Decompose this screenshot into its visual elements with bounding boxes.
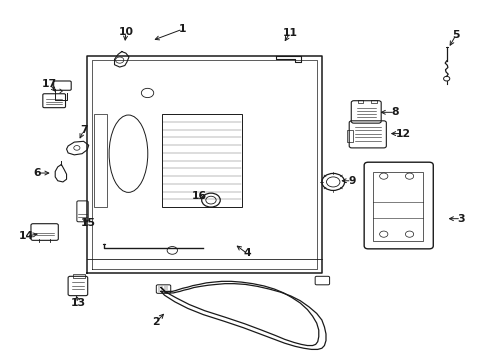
Bar <box>94 114 106 207</box>
Text: 1: 1 <box>179 24 186 34</box>
Text: 4: 4 <box>243 248 250 258</box>
Text: 13: 13 <box>71 298 86 308</box>
Bar <box>162 114 242 207</box>
Text: 16: 16 <box>191 191 206 201</box>
Text: 14: 14 <box>19 231 34 241</box>
Text: 17: 17 <box>42 79 57 89</box>
Bar <box>357 100 363 103</box>
Text: 6: 6 <box>33 168 41 178</box>
Text: 7: 7 <box>80 126 87 135</box>
Bar <box>73 274 84 278</box>
Text: 2: 2 <box>152 317 159 327</box>
Text: 8: 8 <box>390 107 398 117</box>
Text: 11: 11 <box>282 28 297 38</box>
Text: 10: 10 <box>118 27 133 37</box>
Text: 12: 12 <box>395 129 410 139</box>
Text: 9: 9 <box>347 176 355 186</box>
Text: 15: 15 <box>81 218 96 228</box>
FancyBboxPatch shape <box>156 285 170 293</box>
Bar <box>346 130 352 142</box>
Bar <box>373 172 422 241</box>
Bar <box>370 100 376 103</box>
Text: 5: 5 <box>451 30 459 40</box>
Text: 3: 3 <box>456 214 464 224</box>
